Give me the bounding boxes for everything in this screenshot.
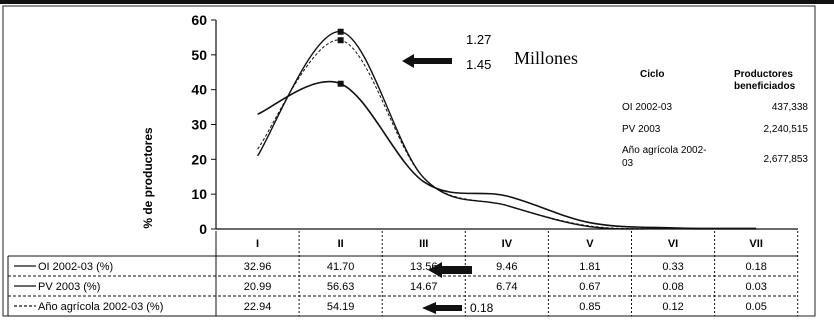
y-tick-label: 20 xyxy=(191,151,207,167)
y-tick-label: 0 xyxy=(199,221,207,237)
table-cell: 9.46 xyxy=(496,261,517,273)
x-tick-labels: I II III IV V VI VII xyxy=(256,238,763,250)
y-ticks: 0 10 20 30 40 50 60 xyxy=(191,12,216,237)
table-cell: 0.05 xyxy=(745,301,766,313)
table-cell: 0.08 xyxy=(662,281,683,293)
y-tick-label: 30 xyxy=(191,117,207,133)
table-cell: 6.74 xyxy=(496,281,517,293)
x-tick-label: VII xyxy=(749,238,762,250)
table-cell: 20.99 xyxy=(244,281,272,293)
inset-row-oi-value: 437,338 xyxy=(772,102,809,113)
table-series-name: PV 2003 (%) xyxy=(38,281,100,293)
y-tick-label: 10 xyxy=(191,186,207,202)
inset-header-productores: Productores beneficiados xyxy=(734,69,796,92)
x-tick-label: VI xyxy=(668,238,678,250)
point-marker xyxy=(337,28,344,35)
y-tick-label: 40 xyxy=(191,82,207,98)
inset-header-ciclo: Ciclo xyxy=(640,69,664,80)
series-line xyxy=(257,39,757,230)
x-tick-label: II xyxy=(338,238,344,250)
x-tick-label: III xyxy=(419,238,428,250)
table-cell: 22.94 xyxy=(244,301,272,313)
y-axis-label: % de productores xyxy=(141,127,155,229)
x-tick-label: V xyxy=(586,238,594,250)
million-annotation: 1.27 1.45 Millones xyxy=(402,32,578,72)
table-series-name: OI 2002-03 (%) xyxy=(38,261,113,273)
table-cell: 14.67 xyxy=(410,281,438,293)
inset-row-ano-value: 2,677,853 xyxy=(764,154,809,165)
data-table: OI 2002-03 (%) 32.96 41.70 13.56 9.46 1.81 0.3… xyxy=(7,231,799,317)
table-cell: 32.96 xyxy=(244,261,272,273)
table-cell: 0.18 xyxy=(745,261,766,273)
table-cell: 0.67 xyxy=(579,281,600,293)
point-marker xyxy=(337,80,344,87)
table-annotations: 0.18 xyxy=(422,262,494,315)
inset-row-pv-value: 2,240,515 xyxy=(764,124,809,135)
annotation-millions-word: Millones xyxy=(514,48,578,68)
inset-table: Ciclo Productores beneficiados OI 2002-0… xyxy=(622,69,808,169)
table-cell: 54.19 xyxy=(327,301,355,313)
inset-row-oi-label: OI 2002-03 xyxy=(622,102,672,113)
annotation-million-2: 1.45 xyxy=(466,57,491,72)
series-line xyxy=(257,30,757,230)
series-lines xyxy=(257,28,757,230)
table-cell: 1.81 xyxy=(579,261,600,273)
table-cell: 0.12 xyxy=(662,301,683,313)
table-series-name: Año agrícola 2002-03 (%) xyxy=(38,301,163,313)
y-tick-label: 50 xyxy=(191,47,207,63)
y-tick-label: 60 xyxy=(191,12,207,28)
table-annotation-note: 0.18 xyxy=(470,301,494,315)
x-tick-label: IV xyxy=(502,238,513,250)
annotation-million-1: 1.27 xyxy=(466,32,491,47)
inset-row-pv-label: PV 2003 xyxy=(622,124,661,135)
table-cell: 41.70 xyxy=(327,261,355,273)
arrow-left-icon xyxy=(422,302,462,314)
arrow-left-icon xyxy=(402,54,452,68)
table-cell: 0.85 xyxy=(579,301,600,313)
point-marker xyxy=(337,37,344,44)
table-cell: 56.63 xyxy=(327,281,355,293)
title-crop-band xyxy=(0,0,834,4)
table-cell: 0.03 xyxy=(745,281,766,293)
inset-row-ano-label: Año agrícola 2002- 03 xyxy=(622,145,709,169)
table-cell: 0.33 xyxy=(662,261,683,273)
arrow-left-icon xyxy=(428,262,472,278)
x-tick-label: I xyxy=(256,238,259,250)
